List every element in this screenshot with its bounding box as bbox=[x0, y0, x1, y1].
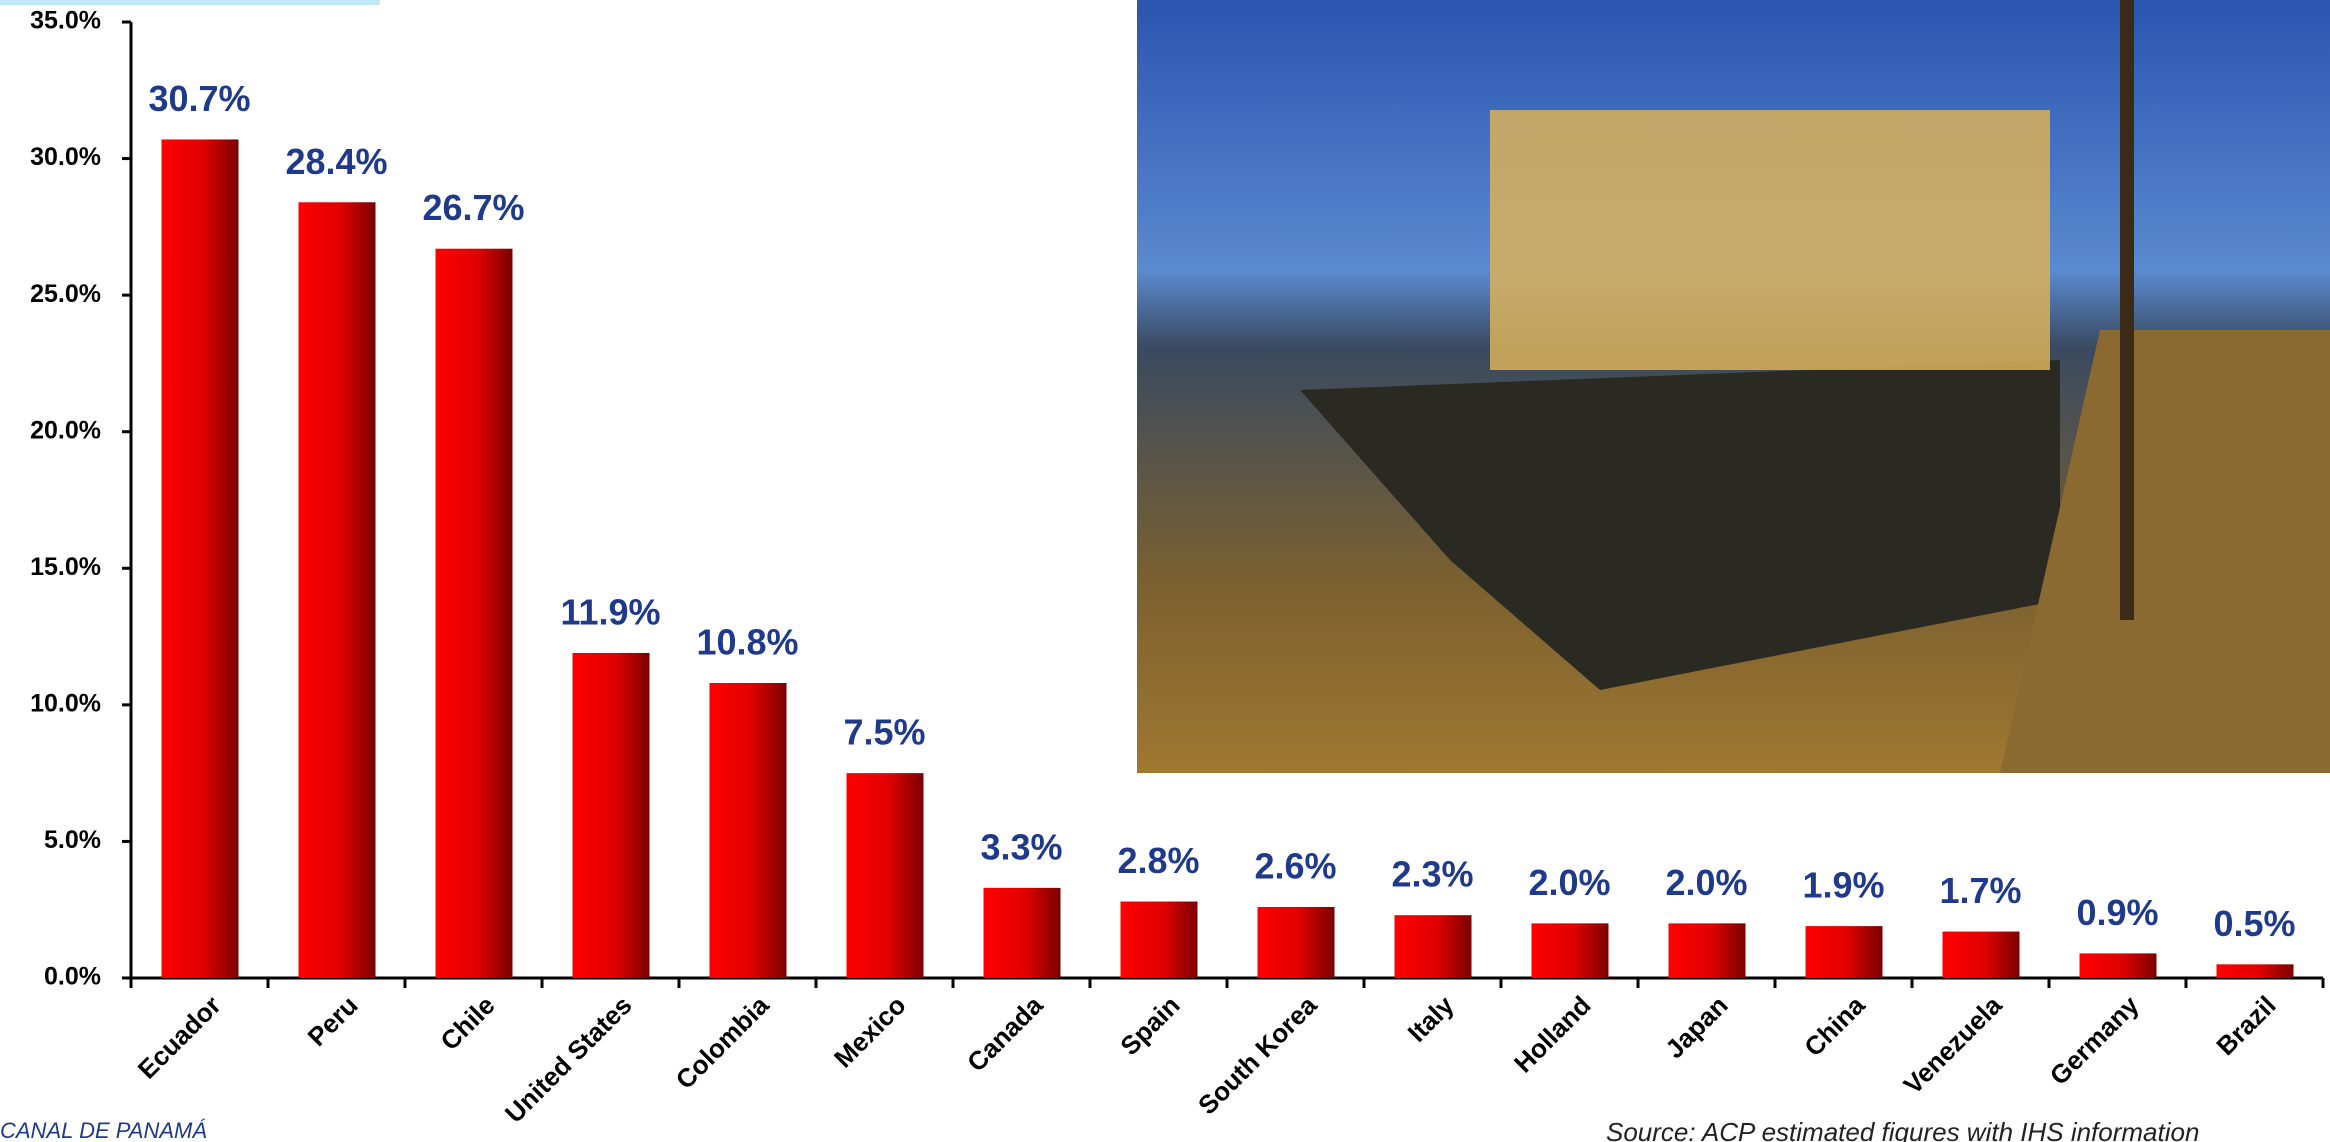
source-note: Source: ACP estimated figures with IHS i… bbox=[1606, 1117, 2199, 1142]
bar bbox=[709, 683, 787, 978]
bar bbox=[846, 773, 924, 978]
bar bbox=[983, 887, 1061, 978]
bar bbox=[298, 202, 376, 978]
value-label: 2.3% bbox=[1391, 854, 1473, 895]
value-label: 3.3% bbox=[980, 826, 1062, 867]
x-tick-label: Japan bbox=[1659, 990, 1733, 1064]
value-label: 7.5% bbox=[843, 712, 925, 753]
x-tick-label: Ecuador bbox=[132, 990, 227, 1085]
x-tick-label: Holland bbox=[1508, 990, 1597, 1079]
logo-text: CANAL DE PANAMÁ bbox=[0, 1118, 207, 1142]
x-tick-label: Canada bbox=[961, 990, 1049, 1078]
value-label: 26.7% bbox=[422, 187, 524, 228]
value-label: 2.6% bbox=[1254, 845, 1336, 886]
value-label: 28.4% bbox=[285, 141, 387, 182]
x-tick-label: Chile bbox=[434, 990, 500, 1056]
x-tick-label: United States bbox=[499, 990, 638, 1129]
bar bbox=[1394, 915, 1472, 978]
x-tick-label: Mexico bbox=[828, 990, 912, 1074]
x-tick-label: Peru bbox=[302, 990, 364, 1052]
bar bbox=[435, 248, 513, 979]
value-label: 2.8% bbox=[1117, 840, 1199, 881]
bar bbox=[1120, 901, 1198, 978]
y-tick-label: 5.0% bbox=[44, 826, 101, 854]
value-label: 0.9% bbox=[2076, 892, 2158, 933]
bar bbox=[1805, 926, 1883, 978]
y-tick-label: 30.0% bbox=[30, 143, 101, 171]
x-tick-label: South Korea bbox=[1192, 990, 1323, 1121]
y-tick-label: 0.0% bbox=[44, 963, 101, 991]
bar bbox=[1531, 923, 1609, 978]
top-accent bbox=[0, 0, 380, 5]
y-tick-label: 20.0% bbox=[30, 416, 101, 444]
x-tick-label: Spain bbox=[1114, 990, 1185, 1061]
bar bbox=[1257, 906, 1335, 978]
value-label: 0.5% bbox=[2213, 903, 2295, 944]
value-label: 30.7% bbox=[148, 78, 250, 119]
x-tick-label: China bbox=[1798, 990, 1871, 1063]
x-tick-label: Venezuela bbox=[1897, 990, 2008, 1101]
y-tick-label: 15.0% bbox=[30, 553, 101, 581]
bar bbox=[572, 652, 650, 978]
bar bbox=[2216, 964, 2294, 978]
x-tick-label: Italy bbox=[1402, 990, 1460, 1048]
x-tick-label: Brazil bbox=[2210, 990, 2281, 1061]
y-tick-label: 35.0% bbox=[30, 7, 101, 35]
x-tick-label: Germany bbox=[2044, 990, 2145, 1091]
value-label: 1.7% bbox=[1939, 870, 2021, 911]
value-label: 11.9% bbox=[560, 591, 660, 632]
bar bbox=[1942, 931, 2020, 978]
value-label: 10.8% bbox=[696, 622, 798, 663]
y-tick-label: 10.0% bbox=[30, 689, 101, 717]
bar bbox=[2079, 953, 2157, 978]
bar bbox=[1668, 923, 1746, 978]
value-label: 2.0% bbox=[1528, 862, 1610, 903]
x-tick-label: Colombia bbox=[670, 990, 775, 1095]
value-label: 2.0% bbox=[1665, 862, 1747, 903]
y-tick-label: 25.0% bbox=[30, 280, 101, 308]
photo bbox=[1137, 0, 2330, 773]
bar bbox=[161, 139, 239, 979]
value-label: 1.9% bbox=[1802, 865, 1884, 906]
